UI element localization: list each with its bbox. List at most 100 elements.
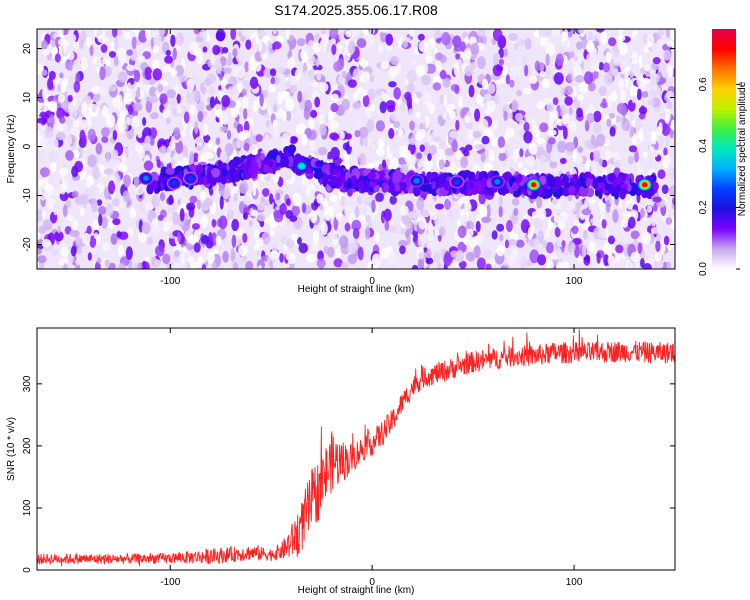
heatmap-ridge-cell <box>539 175 547 185</box>
heatmap-cell <box>415 97 420 104</box>
heatmap-cell <box>87 252 92 261</box>
heatmap-ridge-cell <box>431 181 437 190</box>
heatmap-cell <box>417 161 425 168</box>
heatmap-cell <box>362 29 371 36</box>
heatmap-cell <box>321 221 328 236</box>
snr-line-plot <box>37 329 675 567</box>
heatmap-x-tick-label: 0 <box>369 276 375 287</box>
heatmap-cell <box>152 224 160 235</box>
heatmap-cell <box>398 240 409 247</box>
heatmap-cell <box>331 44 337 56</box>
heatmap-cell <box>183 111 190 124</box>
heatmap-cell <box>598 158 603 166</box>
heatmap-cell <box>508 33 519 42</box>
heatmap-cell <box>518 205 527 217</box>
heatmap-cell <box>197 111 204 123</box>
heatmap-cell <box>389 195 397 205</box>
heatmap-cell <box>170 34 176 47</box>
heatmap-cell <box>568 106 573 115</box>
snr-x-label: Height of straight line (km) <box>298 585 415 596</box>
heatmap-cell <box>542 198 552 211</box>
heatmap-cell <box>323 206 333 221</box>
heatmap-cell <box>475 94 484 105</box>
heatmap-cell <box>304 99 313 112</box>
heatmap-ridge-cell <box>269 150 278 160</box>
heatmap-cell <box>464 114 471 124</box>
heatmap-cell <box>157 214 164 221</box>
heatmap-cell <box>285 238 295 249</box>
heatmap-cell <box>264 133 270 144</box>
heatmap-cell <box>498 152 507 162</box>
heatmap-cell <box>282 42 290 55</box>
heatmap-cell <box>567 73 572 83</box>
heatmap-cell <box>72 94 77 106</box>
heatmap-cell <box>319 82 329 93</box>
heatmap-cell <box>105 151 110 163</box>
heatmap-cell <box>41 177 49 192</box>
heatmap-cell <box>628 216 636 229</box>
heatmap-cell <box>108 51 117 58</box>
heatmap-cell <box>534 130 541 139</box>
heatmap-cell <box>571 225 579 235</box>
heatmap-cell <box>640 156 651 170</box>
heatmap-ridge-cell <box>242 163 252 170</box>
heatmap-cell <box>434 52 443 61</box>
heatmap-cell <box>344 133 353 140</box>
heatmap-cell <box>625 66 631 77</box>
heatmap-cell <box>539 70 546 77</box>
heatmap-cell <box>634 32 643 46</box>
heatmap-cell <box>492 120 499 131</box>
heatmap-cell <box>301 133 308 146</box>
heatmap-cell <box>397 128 404 138</box>
heatmap-cell <box>330 102 339 113</box>
heatmap-cell <box>333 216 339 231</box>
heatmap-cell <box>443 253 452 267</box>
heatmap-cell <box>196 199 202 210</box>
heatmap-cell <box>338 44 343 52</box>
heatmap-cell <box>601 218 607 229</box>
heatmap-cell <box>631 95 637 104</box>
heatmap-cell <box>499 234 504 242</box>
heatmap-cell <box>516 56 524 64</box>
heatmap-ridge-cell <box>585 177 591 188</box>
heatmap-cell <box>62 204 68 218</box>
heatmap-cell <box>656 233 661 242</box>
heatmap-cell <box>385 99 396 109</box>
heatmap-cell <box>39 167 50 178</box>
heatmap-ridge-cell <box>215 175 225 183</box>
heatmap-cell <box>366 34 375 48</box>
heatmap-cell <box>527 226 533 240</box>
heatmap-cell <box>357 92 363 100</box>
heatmap-cell <box>455 249 465 263</box>
heatmap-cell <box>573 55 578 62</box>
heatmap-cell <box>376 147 385 157</box>
heatmap-cell <box>268 193 274 205</box>
heatmap-cell <box>126 49 133 56</box>
heatmap-ridge-cell <box>358 180 364 189</box>
heatmap-cell <box>417 257 425 269</box>
heatmap-cell <box>51 249 59 256</box>
heatmap-cell <box>255 238 264 248</box>
heatmap-cell <box>180 252 185 266</box>
heatmap-cell <box>332 199 341 213</box>
heatmap-y-tick-label: 10 <box>22 92 33 104</box>
heatmap-cell <box>375 192 384 202</box>
heatmap-cell <box>598 61 604 71</box>
heatmap-cell <box>635 118 641 132</box>
heatmap-cell <box>252 100 258 113</box>
heatmap-cell <box>157 83 164 93</box>
heatmap-cell <box>492 53 499 66</box>
heatmap-cell <box>166 89 177 99</box>
heatmap-cell <box>152 44 160 53</box>
heatmap-cell <box>555 53 564 66</box>
heatmap-cell <box>340 214 348 225</box>
heatmap-cell <box>318 113 326 125</box>
heatmap-cell <box>211 218 217 228</box>
heatmap-cell <box>637 242 643 254</box>
heatmap-cell <box>367 220 373 229</box>
heatmap-cell <box>589 57 600 71</box>
heatmap-cell <box>384 220 390 231</box>
heatmap-cell <box>195 142 206 156</box>
heatmap-cell <box>85 174 94 189</box>
heatmap-cell <box>112 218 121 226</box>
